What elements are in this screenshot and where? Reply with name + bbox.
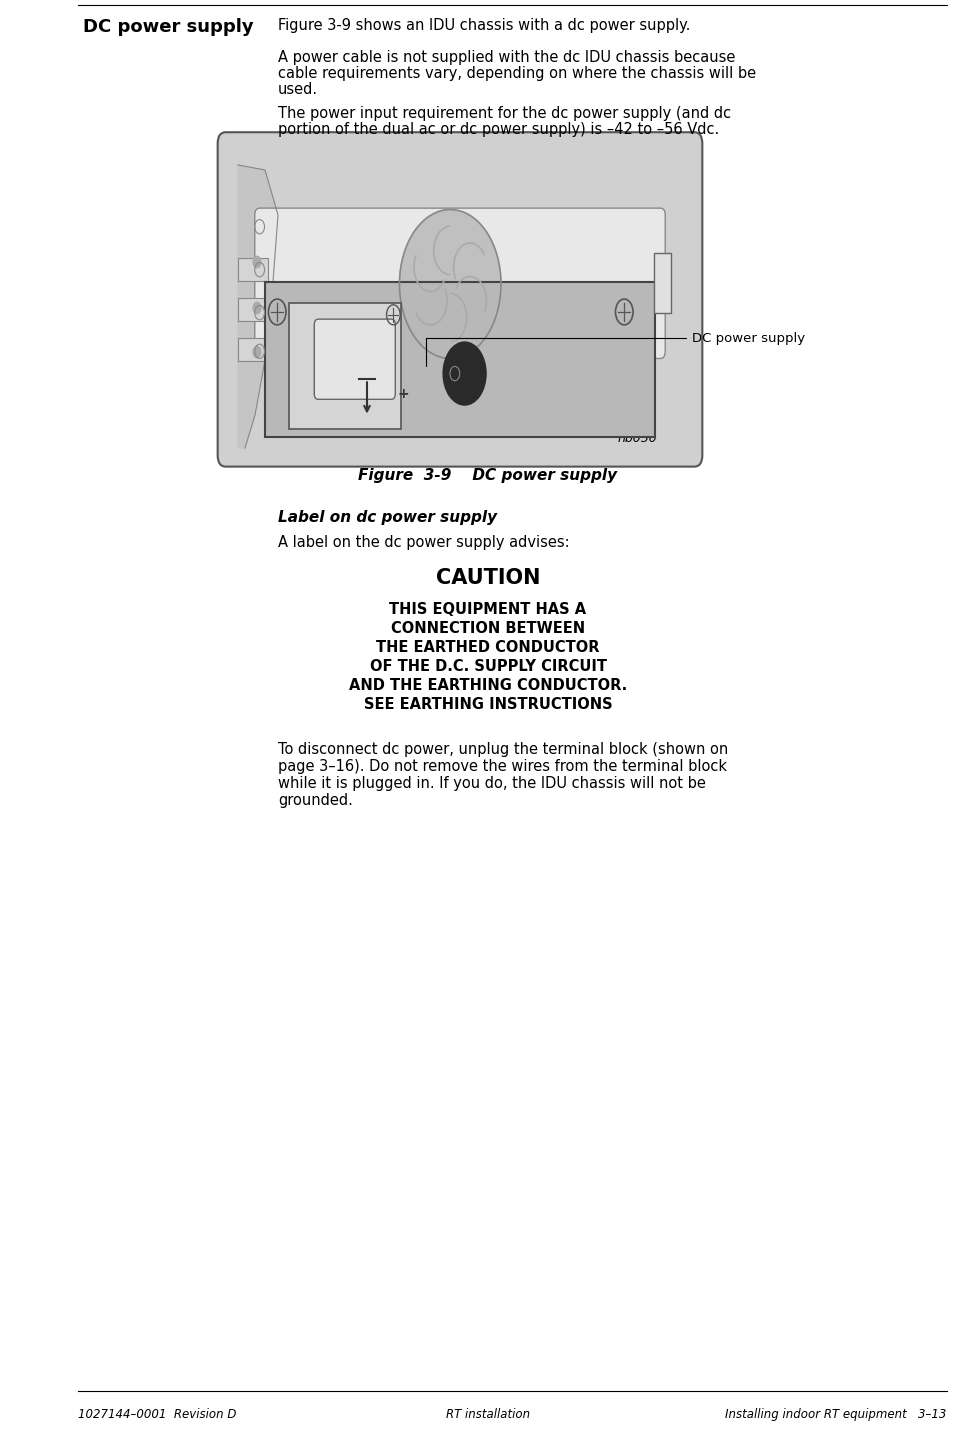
- FancyBboxPatch shape: [218, 132, 703, 467]
- Text: +: +: [397, 387, 409, 401]
- Bar: [264, 282, 656, 437]
- Text: Figure  3-9    DC power supply: Figure 3-9 DC power supply: [358, 468, 618, 483]
- Text: portion of the dual ac or dc power supply) is –42 to –56 Vdc.: portion of the dual ac or dc power suppl…: [278, 122, 719, 137]
- Text: THE EARTHED CONDUCTOR: THE EARTHED CONDUCTOR: [377, 640, 599, 654]
- Text: The power input requirement for the dc power supply (and dc: The power input requirement for the dc p…: [278, 106, 731, 120]
- Text: THIS EQUIPMENT HAS A: THIS EQUIPMENT HAS A: [389, 601, 587, 617]
- Bar: [238, 338, 268, 361]
- Text: page 3–16). Do not remove the wires from the terminal block: page 3–16). Do not remove the wires from…: [278, 759, 727, 775]
- Text: Figure 3-9 shows an IDU chassis with a dc power supply.: Figure 3-9 shows an IDU chassis with a d…: [278, 19, 691, 33]
- Text: cable requirements vary, depending on where the chassis will be: cable requirements vary, depending on wh…: [278, 66, 756, 82]
- Bar: [654, 252, 671, 312]
- Text: CONNECTION BETWEEN: CONNECTION BETWEEN: [391, 621, 585, 636]
- Text: To disconnect dc power, unplug the terminal block (shown on: To disconnect dc power, unplug the termi…: [278, 742, 728, 758]
- Polygon shape: [238, 165, 278, 448]
- Bar: [289, 304, 401, 430]
- Text: A power cable is not supplied with the dc IDU chassis because: A power cable is not supplied with the d…: [278, 50, 736, 64]
- Circle shape: [253, 256, 261, 268]
- Text: DC power supply: DC power supply: [426, 331, 805, 367]
- Text: CAUTION: CAUTION: [435, 569, 541, 589]
- Text: 1027144–0001  Revision D: 1027144–0001 Revision D: [78, 1408, 236, 1421]
- FancyBboxPatch shape: [255, 208, 666, 358]
- Text: Label on dc power supply: Label on dc power supply: [278, 510, 498, 526]
- Text: used.: used.: [278, 82, 318, 97]
- Text: SEE EARTHING INSTRUCTIONS: SEE EARTHING INSTRUCTIONS: [364, 697, 612, 712]
- FancyBboxPatch shape: [314, 319, 395, 400]
- Text: A label on the dc power supply advises:: A label on the dc power supply advises:: [278, 536, 570, 550]
- Text: hb050: hb050: [618, 432, 658, 445]
- Circle shape: [253, 347, 261, 358]
- Bar: [238, 298, 268, 321]
- Text: RT installation: RT installation: [446, 1408, 530, 1421]
- Text: DC power supply: DC power supply: [83, 19, 254, 36]
- Circle shape: [443, 342, 486, 405]
- Text: AND THE EARTHING CONDUCTOR.: AND THE EARTHING CONDUCTOR.: [348, 677, 628, 693]
- Circle shape: [253, 302, 261, 314]
- Bar: [238, 258, 268, 281]
- Text: while it is plugged in. If you do, the IDU chassis will not be: while it is plugged in. If you do, the I…: [278, 776, 706, 790]
- Text: Installing indoor RT equipment   3–13: Installing indoor RT equipment 3–13: [725, 1408, 947, 1421]
- Text: OF THE D.C. SUPPLY CIRCUIT: OF THE D.C. SUPPLY CIRCUIT: [370, 659, 606, 674]
- Circle shape: [399, 209, 501, 358]
- Bar: [264, 338, 656, 369]
- Text: grounded.: grounded.: [278, 793, 353, 808]
